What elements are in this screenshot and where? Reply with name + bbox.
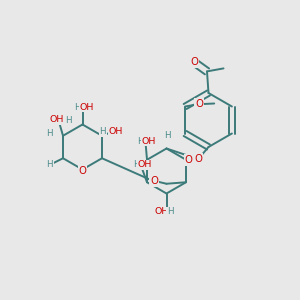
Text: OH: OH [108, 127, 123, 136]
Text: O: O [184, 155, 192, 165]
Text: H: H [133, 160, 140, 169]
Text: O: O [79, 166, 86, 176]
Text: O: O [190, 57, 198, 68]
Text: H: H [167, 207, 174, 216]
Text: OH: OH [137, 160, 152, 169]
Text: O: O [194, 154, 202, 164]
Text: H: H [46, 129, 53, 138]
Text: O: O [195, 99, 203, 109]
Text: H: H [164, 131, 171, 140]
Text: OH: OH [80, 103, 94, 112]
Text: H: H [74, 103, 81, 112]
Text: H: H [46, 160, 53, 169]
Text: H: H [65, 116, 72, 125]
Text: H: H [99, 127, 106, 136]
Text: OH: OH [50, 115, 64, 124]
Text: OH: OH [155, 207, 169, 216]
Text: O: O [150, 176, 158, 186]
Text: OH: OH [141, 137, 156, 146]
Text: H: H [137, 137, 143, 146]
